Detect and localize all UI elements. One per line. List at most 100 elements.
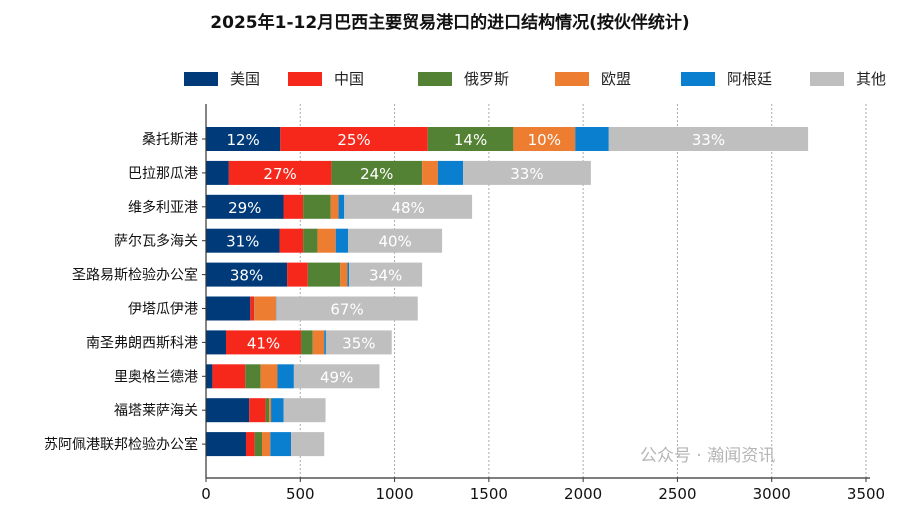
bar-segment xyxy=(349,262,423,287)
legend-swatch xyxy=(288,71,322,86)
legend-item: 中国 xyxy=(288,68,364,89)
bar-segment xyxy=(312,330,325,355)
data-label: 29% xyxy=(228,199,261,217)
bar-segment xyxy=(340,262,348,287)
bar-segment xyxy=(283,398,326,423)
bar-segment xyxy=(276,296,418,321)
bar-segment xyxy=(283,194,304,219)
y-tick-label: 里奥格兰德港 xyxy=(114,368,198,385)
bar-segment xyxy=(293,364,380,389)
bar-segment xyxy=(271,398,284,423)
bar-segment xyxy=(206,364,213,389)
legend-swatch xyxy=(555,71,589,86)
bar-segment xyxy=(254,432,263,457)
y-tick-label: 伊塔瓜伊港 xyxy=(128,302,198,318)
data-label: 14% xyxy=(454,131,487,149)
bar-segment xyxy=(463,160,591,185)
legend-item: 美国 xyxy=(184,68,260,89)
bar-segment xyxy=(270,432,292,457)
y-tick-label: 维多利亚港 xyxy=(128,199,198,216)
y-tick-label: 南圣弗朗西斯科港 xyxy=(86,335,198,351)
y-tick-label: 巴拉那瓜港 xyxy=(128,166,198,182)
legend-label: 阿根廷 xyxy=(727,70,773,88)
bar-segment xyxy=(330,194,339,219)
bar-segment xyxy=(307,262,341,287)
bar-segment xyxy=(206,296,251,321)
bar-segment xyxy=(206,127,281,151)
bar-segment xyxy=(262,432,271,457)
y-tick-label: 苏阿佩港联邦检验办公室 xyxy=(44,436,198,453)
bar-segment xyxy=(335,228,349,253)
legend-label: 欧盟 xyxy=(601,70,632,88)
x-tick-label: 1000 xyxy=(375,485,413,503)
legend-label: 中国 xyxy=(334,70,365,88)
bar-segment xyxy=(344,194,473,219)
legend-swatch xyxy=(681,71,715,86)
bar-segment xyxy=(317,228,336,253)
bar-segment xyxy=(301,330,313,355)
bar-segment xyxy=(287,262,308,287)
legend-label: 俄罗斯 xyxy=(464,70,510,88)
bar-segment xyxy=(228,160,332,185)
bar-segment xyxy=(575,127,609,151)
bar-segment xyxy=(513,127,576,151)
data-label: 33% xyxy=(510,165,543,183)
bar-segment xyxy=(280,127,428,151)
x-tick-label: 1500 xyxy=(470,485,508,503)
bar-segment xyxy=(437,160,464,185)
bar-segment xyxy=(212,364,246,389)
bar-segment xyxy=(225,330,302,355)
bar-segment xyxy=(277,364,294,389)
bar-segment xyxy=(422,160,438,185)
x-tick-label: 500 xyxy=(286,485,315,503)
data-label: 33% xyxy=(692,131,725,149)
data-label: 67% xyxy=(330,301,363,319)
data-label: 10% xyxy=(528,131,561,149)
bar-segment xyxy=(325,330,392,355)
bar-segment xyxy=(206,228,280,253)
legend-item: 其他 xyxy=(810,68,886,89)
data-label: 24% xyxy=(360,165,393,183)
data-label: 48% xyxy=(391,199,424,217)
bar-segment xyxy=(206,330,226,355)
y-tick-label: 桑托斯港 xyxy=(142,132,198,148)
legend-item: 俄罗斯 xyxy=(418,68,509,89)
data-label: 34% xyxy=(369,267,402,285)
x-tick-label: 2500 xyxy=(658,485,696,503)
data-label: 31% xyxy=(226,233,259,251)
bar-segment xyxy=(303,194,331,219)
bar-segment xyxy=(338,194,345,219)
y-tick-label: 萨尔瓦多海关 xyxy=(114,233,198,250)
bar-segment xyxy=(206,432,246,457)
bar-segment xyxy=(347,262,350,287)
x-tick-label: 2000 xyxy=(564,485,602,503)
data-label: 41% xyxy=(247,334,280,352)
y-tick-label: 圣路易斯检验办公室 xyxy=(72,267,198,284)
bar-segment xyxy=(291,432,325,457)
watermark: 公众号 · 瀚闻资讯 xyxy=(640,446,776,466)
bar-segment xyxy=(608,127,809,151)
bar-segment xyxy=(427,127,514,151)
legend-swatch xyxy=(810,71,844,86)
data-label: 27% xyxy=(263,165,296,183)
legend-label: 美国 xyxy=(230,70,261,88)
data-label: 12% xyxy=(226,131,259,149)
legend-label: 其他 xyxy=(856,70,887,88)
bar-segment xyxy=(331,160,423,185)
bar-segment xyxy=(348,228,443,253)
bar-segment xyxy=(260,364,278,389)
data-label: 49% xyxy=(320,368,353,386)
data-label: 25% xyxy=(337,131,370,149)
x-tick-label: 0 xyxy=(201,485,211,503)
legend-item: 阿根廷 xyxy=(681,68,772,89)
bar-segment xyxy=(249,398,266,423)
bar-segment xyxy=(279,228,304,253)
bar-segment xyxy=(254,296,276,321)
legend: 美国 中国 俄罗斯 欧盟 阿根廷 其他 xyxy=(0,68,900,92)
y-tick-label: 福塔莱萨海关 xyxy=(114,403,198,419)
bar-segment xyxy=(245,432,255,457)
x-tick-label: 3500 xyxy=(847,485,885,503)
bar-segment xyxy=(245,364,261,389)
bar-segment xyxy=(206,160,229,185)
data-label: 35% xyxy=(342,334,375,352)
